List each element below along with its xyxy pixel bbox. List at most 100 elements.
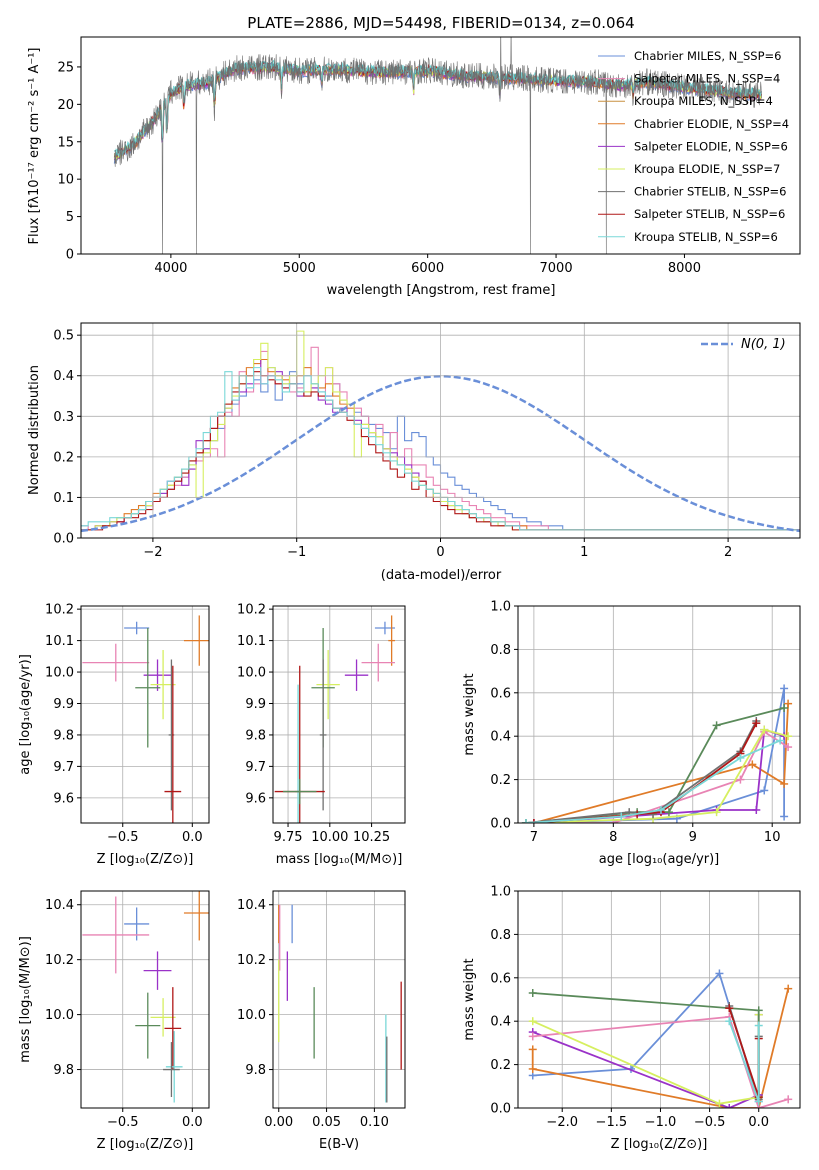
age-vs-Z-ytick-label: 9.7 [53, 760, 74, 775]
spectrum-legend-label: Salpeter MILES, N_SSP=4 [634, 72, 780, 86]
mass-weight-vs-age-xtick-label: 10 [764, 830, 781, 845]
histogram-xtick-label: −1 [287, 545, 306, 560]
mass-weight-vs-age-ytick-label: 0.8 [490, 643, 511, 658]
age-vs-Z-ytick-label: 9.8 [53, 728, 74, 743]
mass-weight-vs-Z-ytick-label: 0.0 [490, 1102, 511, 1117]
spectrum-ytick-label: 5 [66, 210, 74, 225]
mass-vs-ebv-ytick-label: 10.0 [237, 1008, 266, 1023]
histogram-ytick-label: 0.5 [53, 329, 74, 344]
age-vs-Z-xlabel: Z [log₁₀(Z/Z⊙)] [97, 852, 194, 867]
spectrum-axes: 4000 5000 6000 7000 8000 0 5 10 15 20 25 [57, 36, 801, 276]
residual-histogram-panel: −2 −1 0 1 2 0.0 0.1 0.2 0.3 0.4 0.5 (data-model)/e… [27, 322, 801, 583]
mass-weight-vs-Z-ytick-label: 0.6 [490, 971, 511, 986]
age-vs-mass-ytick-label: 9.9 [245, 697, 266, 712]
histogram-xlabel: (data-model)/error [381, 568, 502, 583]
mass-weight-vs-age-xtick-label: 9 [689, 830, 697, 845]
mass-vs-ebv-xtick-label: 0.00 [264, 1115, 293, 1130]
histogram-frame [80, 322, 801, 539]
histogram-ylabel: Normed distribution [27, 365, 42, 495]
spectrum-ytick-label: 25 [57, 60, 74, 75]
mass-weight-vs-age-ytick-label: 1.0 [490, 600, 511, 615]
spectrum-ytick-label: 0 [66, 248, 74, 263]
histogram-legend-label: N(0, 1) [741, 337, 786, 352]
mass-weight-vs-age-ytick-label: 0.2 [490, 773, 511, 788]
spectrum-legend-label: Salpeter ELODIE, N_SSP=6 [634, 139, 788, 153]
mass-weight-vs-age-ytick-label: 0.0 [490, 817, 511, 832]
mass-weight-vs-age-lines [521, 684, 793, 823]
mass-vs-Z-xtick-label: 0.0 [182, 1115, 203, 1130]
age-vs-Z-panel: −0.5 0.0 9.6 9.7 9.8 9.9 10.0 10.1 10.2 Z [log₁₀(… [18, 603, 210, 867]
spectrum-ytick-label: 20 [57, 98, 74, 113]
spectrum-legend-label: Kroupa STELIB, N_SSP=6 [634, 230, 778, 244]
age-vs-Z-frame [80, 605, 210, 824]
age-vs-mass-xtick-label: 10.00 [311, 830, 348, 845]
spectrum-frame [80, 36, 801, 255]
spectrum-plot-area [113, 37, 763, 254]
spectrum-ytick-label: 15 [57, 135, 74, 150]
mass-weight-vs-age-frame [517, 605, 801, 824]
mass-weight-vs-Z-ylabel: mass weight [462, 958, 477, 1040]
mass-weight-vs-Z-xtick-label: −1.5 [596, 1115, 628, 1130]
mass-weight-vs-Z-frame [517, 890, 801, 1109]
age-vs-mass-xtick-label: 10.25 [353, 830, 390, 845]
histogram-xtick-label: 2 [724, 545, 732, 560]
mass-weight-vs-age-ytick-label: 0.4 [490, 730, 511, 745]
spectrum-xtick-label: 8000 [668, 261, 701, 276]
spectrum-xtick-label: 4000 [154, 261, 187, 276]
mass-weight-vs-age-series-line [533, 703, 789, 823]
mass-vs-Z-xtick-label: −0.5 [107, 1115, 139, 1130]
spectrum-legend-label: Kroupa MILES, N_SSP=4 [634, 94, 773, 108]
mass-weight-vs-Z-ytick-label: 0.4 [490, 1015, 511, 1030]
mass-vs-Z-ytick-label: 10.0 [45, 1008, 74, 1023]
mass-weight-vs-Z-ytick-label: 0.8 [490, 928, 511, 943]
histogram-legend: N(0, 1) [701, 337, 786, 352]
histogram-xtick-label: 0 [436, 545, 444, 560]
mass-weight-vs-age-xtick-label: 7 [530, 830, 538, 845]
age-vs-mass-ytick-label: 10.2 [237, 603, 266, 618]
age-vs-Z-xtick-label: 0.0 [182, 830, 203, 845]
age-vs-mass-frame [272, 605, 406, 824]
age-vs-Z-xtick-label: −0.5 [107, 830, 139, 845]
mass-vs-ebv-ytick-label: 10.2 [237, 953, 266, 968]
mass-vs-Z-ylabel: mass [log₁₀(M/M⊙)] [18, 936, 33, 1063]
age-vs-Z-ytick-label: 10.1 [45, 634, 74, 649]
age-vs-mass-ytick-label: 9.8 [245, 728, 266, 743]
spectrum-legend-label: Salpeter STELIB, N_SSP=6 [634, 207, 785, 221]
mass-vs-Z-ytick-label: 10.2 [45, 953, 74, 968]
mass-weight-vs-Z-ytick-label: 0.2 [490, 1058, 511, 1073]
mass-weight-vs-Z-ytick-label: 1.0 [490, 885, 511, 900]
mass-vs-Z-xlabel: Z [log₁₀(Z/Z⊙)] [97, 1137, 194, 1152]
mass-vs-ebv-xtick-label: 0.10 [360, 1115, 389, 1130]
mass-weight-vs-Z-xtick-label: −1.0 [645, 1115, 677, 1130]
mass-vs-ebv-points [278, 904, 402, 1103]
mass-vs-ebv-frame [272, 890, 406, 1109]
histogram-axes: −2 −1 0 1 2 0.0 0.1 0.2 0.3 0.4 0.5 [53, 322, 801, 560]
age-vs-mass-ytick-label: 9.6 [245, 791, 266, 806]
spectrum-xlabel: wavelength [Angstrom, rest frame] [327, 283, 556, 298]
age-vs-Z-ytick-label: 9.6 [53, 791, 74, 806]
spectrum-panel: PLATE=2886, MJD=54498, FIBERID=0134, z=0… [27, 14, 801, 298]
age-vs-Z-ylabel: age [log₁₀(age/yr)] [18, 654, 33, 775]
mass-weight-vs-Z-xlabel: Z [log₁₀(Z/Z⊙)] [611, 1137, 708, 1152]
mass-vs-Z-panel: −0.5 0.0 9.8 10.0 10.2 10.4 Z [log₁₀(Z/Z⊙)] mas… [18, 890, 210, 1152]
mass-vs-Z-ytick-label: 9.8 [53, 1063, 74, 1078]
age-vs-mass-ytick-label: 10.1 [237, 634, 266, 649]
histogram-xtick-label: 1 [580, 545, 588, 560]
mass-vs-ebv-ytick-label: 9.8 [245, 1063, 266, 1078]
mass-vs-ebv-ytick-label: 10.4 [237, 898, 266, 913]
histogram-xtick-label: −2 [143, 545, 162, 560]
mass-weight-vs-age-panel: 7 8 9 10 0.0 0.2 0.4 0.6 0.8 1.0 age [log₁₀(age/yr… [462, 600, 801, 867]
spectrum-xtick-label: 6000 [411, 261, 444, 276]
age-vs-Z-points [82, 615, 209, 823]
mass-vs-Z-ytick-label: 10.4 [45, 898, 74, 913]
mass-weight-vs-Z-lines [528, 969, 793, 1108]
mass-weight-vs-age-ylabel: mass weight [462, 673, 477, 755]
histogram-ytick-label: 0.4 [53, 369, 74, 384]
age-vs-mass-ytick-label: 9.7 [245, 760, 266, 775]
age-vs-Z-ytick-label: 10.0 [45, 666, 74, 681]
spectrum-legend: Chabrier MILES, N_SSP=6 Salpeter MILES, N… [598, 49, 789, 244]
mass-weight-vs-age-ytick-label: 0.6 [490, 686, 511, 701]
mass-vs-Z-points [82, 891, 209, 1103]
mass-weight-vs-Z-panel: −2.0 −1.5 −1.0 −0.5 0.0 0.0 0.2 0.4 0.6 0.8 1.0 Z [… [462, 885, 801, 1152]
